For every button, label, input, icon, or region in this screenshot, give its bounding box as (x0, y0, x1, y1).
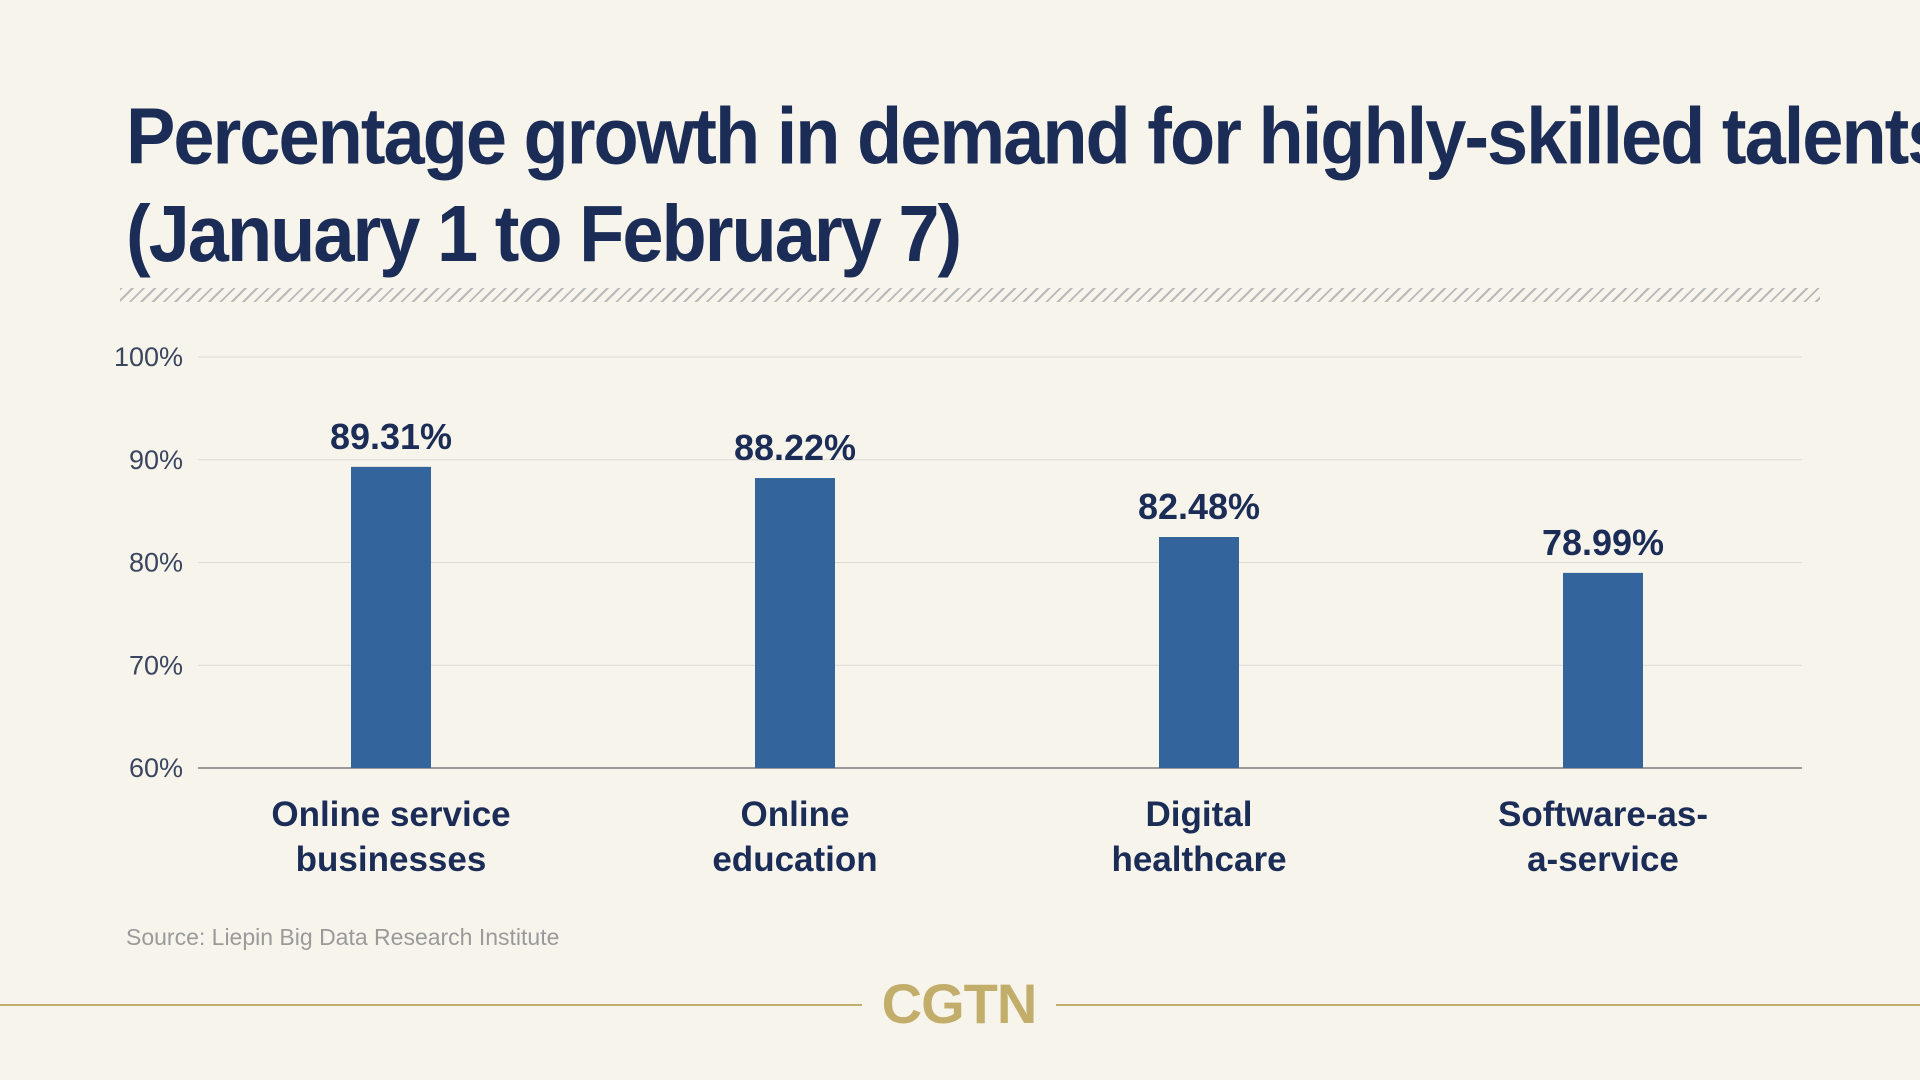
source-note: Source: Liepin Big Data Research Institu… (126, 924, 560, 950)
footer-rule-left (0, 1004, 862, 1006)
category-label: education (712, 840, 877, 879)
y-tick-label: 60% (129, 753, 183, 783)
category-label: businesses (296, 840, 487, 879)
category-label: a-service (1527, 840, 1679, 879)
value-labels: 89.31% 88.22% 82.48% 78.99% (330, 416, 1664, 563)
footer-rule-right (1056, 1004, 1920, 1006)
bar (351, 466, 431, 768)
value-label: 82.48% (1138, 486, 1260, 527)
value-label: 89.31% (330, 416, 452, 457)
brand-logo: CGTN (881, 972, 1038, 1035)
category-labels: Online service businesses Online education D… (271, 795, 1708, 879)
bar (1563, 572, 1643, 768)
category-label: Online (741, 795, 850, 834)
bar (1159, 537, 1239, 768)
y-tick-label: 90% (129, 445, 183, 475)
value-label: 88.22% (734, 427, 856, 468)
bar (755, 478, 835, 768)
value-label: 78.99% (1542, 522, 1664, 563)
category-label: healthcare (1111, 840, 1286, 879)
y-tick-label: 80% (129, 548, 183, 578)
category-label: Digital (1146, 795, 1253, 834)
hatched-divider (120, 288, 1820, 302)
chart-title: Percentage growth in demand for highly-s… (126, 88, 1920, 282)
category-label: Online service (271, 795, 510, 834)
gridlines (198, 356, 1802, 769)
y-tick-label: 70% (129, 650, 183, 680)
chart-title-line-1: Percentage growth in demand for highly-s… (126, 91, 1920, 181)
bars (351, 466, 1643, 768)
category-label: Software-as- (1498, 795, 1708, 834)
chart-title-line-2: (January 1 to February 7) (126, 188, 962, 279)
y-tick-label: 100% (114, 342, 183, 372)
y-axis-ticks: 60% 70% 80% 90% 100% (114, 342, 183, 783)
